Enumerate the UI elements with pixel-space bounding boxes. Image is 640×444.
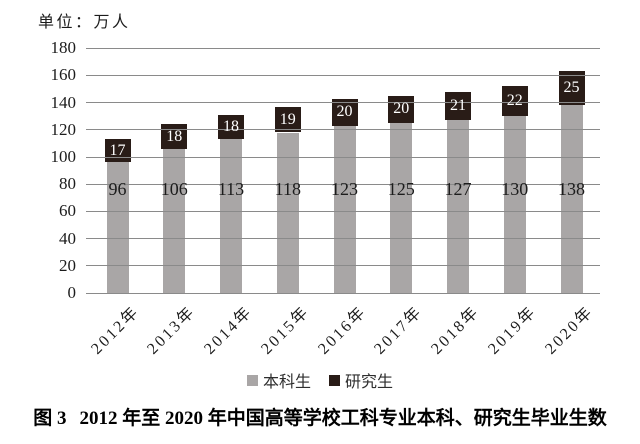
bar-value-undergraduate: 130 (501, 179, 529, 199)
gridline (86, 102, 600, 104)
legend-label-undergraduate: 本科生 (262, 374, 311, 391)
legend-item-graduate: 研究生 (329, 368, 393, 392)
gridline (86, 47, 600, 49)
bar-value-undergraduate: 106 (160, 179, 188, 199)
bar-value-graduate: 17 (109, 141, 126, 159)
bar-undergraduate (106, 162, 129, 293)
bar-value-graduate: 25 (563, 79, 580, 97)
bar-undergraduate (333, 125, 356, 293)
figure-caption: 图 3 2012 年至 2020 年中国高等学校工科专业本科、研究生毕业生数 (0, 403, 640, 430)
y-tick-label: 40 (59, 228, 76, 248)
gridline (86, 156, 600, 158)
y-tick-label: 20 (59, 255, 76, 275)
gridline (86, 292, 600, 294)
bar-value-undergraduate: 118 (274, 179, 301, 199)
bar-value-graduate: 19 (279, 110, 296, 128)
bar-value-undergraduate: 113 (217, 179, 245, 199)
gridline (86, 74, 600, 76)
bar-value-undergraduate: 96 (108, 179, 127, 199)
legend-label-graduate: 研究生 (345, 374, 394, 391)
bar-graduate (274, 106, 301, 133)
bar-undergraduate (390, 123, 413, 293)
bar-undergraduate (163, 148, 186, 293)
bar-graduate (445, 91, 471, 121)
gridline (86, 210, 600, 212)
legend-item-undergraduate: 本科生 (246, 368, 311, 392)
figure-number: 图 3 (33, 408, 67, 429)
bar-graduate (161, 124, 188, 149)
bar-undergraduate (447, 120, 469, 293)
bar-value-undergraduate: 138 (558, 179, 585, 199)
bar-graduate (388, 95, 415, 123)
bar-graduate (501, 86, 528, 117)
legend-swatch-graduate-icon (329, 374, 340, 386)
y-tick-label: 120 (50, 119, 77, 139)
bar-value-undergraduate: 125 (387, 179, 415, 199)
gridline (86, 129, 600, 131)
y-tick-label: 180 (50, 38, 77, 58)
bar-value-graduate: 22 (506, 92, 523, 110)
gridline (86, 238, 600, 240)
bar-undergraduate (276, 132, 299, 293)
y-tick-label: 60 (59, 201, 76, 221)
y-tick-label: 160 (50, 65, 77, 85)
bar-value-graduate: 20 (393, 100, 410, 118)
bar-value-undergraduate: 123 (331, 179, 358, 199)
unit-label: 单位：万人 (38, 14, 131, 31)
y-tick-label: 100 (50, 147, 77, 166)
bar-undergraduate (220, 139, 242, 293)
legend: 本科生 研究生 (0, 368, 640, 392)
bar-graduate (558, 71, 585, 106)
caption-text: 2012 年至 2020 年中国高等学校工科专业本科、研究生毕业生数 (79, 408, 607, 429)
bar-value-graduate: 18 (223, 118, 239, 136)
y-tick-label: 0 (67, 283, 77, 302)
gridline (86, 265, 600, 267)
bar-value-undergraduate: 127 (444, 179, 472, 199)
legend-swatch-undergraduate-icon (246, 374, 258, 386)
bar-value-graduate: 21 (450, 96, 466, 114)
bar-undergraduate (503, 116, 526, 293)
bar-value-graduate: 20 (336, 103, 353, 121)
bar-graduate (218, 114, 244, 140)
bar-undergraduate (560, 105, 583, 293)
bar-value-graduate: 18 (166, 127, 183, 145)
y-tick-label: 80 (59, 174, 76, 194)
y-tick-label: 140 (50, 92, 77, 112)
gridline (86, 183, 600, 185)
